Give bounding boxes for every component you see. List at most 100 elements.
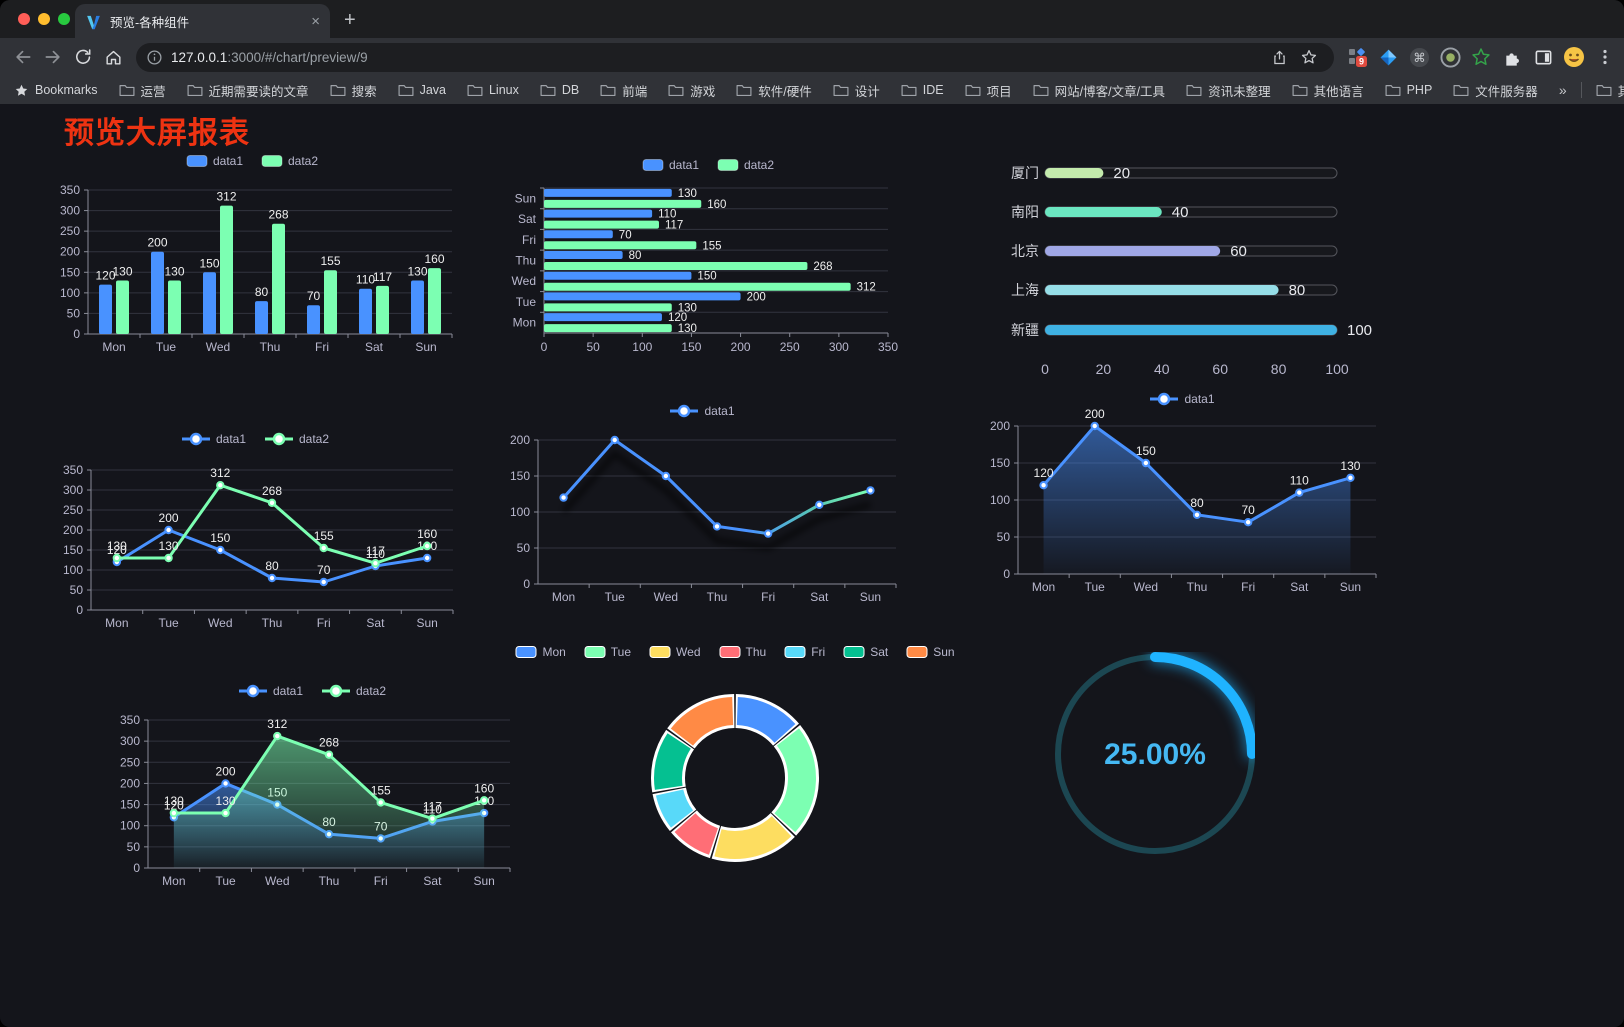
legend-item[interactable]: Sun: [906, 645, 955, 659]
legend-item[interactable]: data2: [321, 684, 386, 698]
legend-item[interactable]: Tue: [584, 645, 631, 659]
other-bookmarks-folder[interactable]: 其他书签: [1596, 81, 1624, 100]
chart-canvas[interactable]: [181, 432, 211, 446]
bookmark-folder[interactable]: 搜索: [330, 81, 377, 100]
browser-tab[interactable]: 预览-各种组件 ×: [75, 4, 330, 38]
bookmark-folder[interactable]: DB: [540, 81, 579, 100]
chart-canvas[interactable]: [669, 404, 699, 418]
legend-item[interactable]: data1: [669, 404, 735, 418]
close-window-button[interactable]: [18, 13, 30, 25]
svg-text:80: 80: [1190, 496, 1204, 510]
bookmark-folder[interactable]: 其他语言: [1292, 81, 1364, 100]
address-bar[interactable]: 127.0.0.1:3000/#/chart/preview/9: [136, 42, 1334, 72]
chart-area-line[interactable]: data1 0 50 100 150 200 Mon Tue Wed Thu Fri Sat Sun 12…: [972, 390, 1392, 602]
extension-diamond-icon[interactable]: [1377, 46, 1399, 68]
new-tab-button[interactable]: +: [344, 9, 356, 31]
chart-canvas[interactable]: [238, 684, 268, 698]
legend-item[interactable]: data1: [1149, 392, 1215, 406]
legend-item[interactable]: data2: [261, 154, 318, 168]
legend-swatch-icon: [719, 646, 740, 658]
legend-item[interactable]: data2: [717, 158, 774, 172]
legend-item[interactable]: data2: [264, 432, 329, 446]
extension-record-icon[interactable]: [1439, 46, 1461, 68]
chart-canvas[interactable]: [642, 158, 664, 172]
star-filled-icon: [15, 84, 28, 96]
chart-canvas[interactable]: [515, 645, 537, 659]
legend-item[interactable]: Sat: [843, 645, 888, 659]
chart-canvas[interactable]: 厦门 20 南阳 40 北京 60 上海 80 新疆 100 0 20 40 60 80 100: [995, 152, 1395, 392]
url-text[interactable]: 127.0.0.1:3000/#/chart/preview/9: [171, 50, 1264, 65]
bookmark-folder[interactable]: 网站/博客/文章/工具: [1033, 81, 1165, 100]
svg-text:268: 268: [262, 484, 282, 498]
zoom-window-button[interactable]: [58, 13, 70, 25]
bookmark-folder[interactable]: 游戏: [668, 81, 715, 100]
chart-legend[interactable]: Mon Tue Wed Thu Fri Sat Sun: [515, 645, 955, 659]
share-button[interactable]: [1264, 42, 1294, 72]
minimize-window-button[interactable]: [38, 13, 50, 25]
forward-button[interactable]: [38, 42, 68, 72]
bookmark-folder[interactable]: 近期需要读的文章: [187, 81, 309, 100]
legend-item[interactable]: Fri: [784, 645, 825, 659]
svg-text:350: 350: [878, 340, 898, 354]
extension-grid-icon[interactable]: 9: [1346, 46, 1368, 68]
bookmark-star-button[interactable]: [1294, 42, 1324, 72]
chart-two-line[interactable]: data1 data2 0 50 100 150 200 250 300 350 Mon Tue Wed…: [45, 426, 465, 638]
chart-legend[interactable]: data1 data2: [102, 684, 522, 698]
chart-legend[interactable]: data1 data2: [45, 432, 465, 446]
bookmark-folder[interactable]: 文件服务器: [1453, 81, 1538, 100]
bookmark-folder[interactable]: 运营: [119, 81, 166, 100]
legend-item[interactable]: Thu: [719, 645, 767, 659]
bookmark-folder[interactable]: IDE: [901, 81, 944, 100]
chart-legend[interactable]: data1: [972, 392, 1392, 406]
legend-item[interactable]: Mon: [515, 645, 566, 659]
chart-canvas[interactable]: 25.00%: [1055, 652, 1255, 857]
bookmark-folder[interactable]: 项目: [965, 81, 1012, 100]
bookmarks-overflow-button[interactable]: »: [1558, 82, 1567, 98]
legend-item[interactable]: data1: [181, 432, 246, 446]
extension-puzzle-icon[interactable]: [1501, 46, 1523, 68]
legend-item[interactable]: data1: [186, 154, 243, 168]
svg-text:Sat: Sat: [365, 340, 384, 354]
svg-text:上海: 上海: [1011, 282, 1039, 298]
chart-legend[interactable]: data1 data2: [42, 154, 462, 168]
bookmark-folder[interactable]: Linux: [467, 81, 519, 100]
reload-button[interactable]: [68, 42, 98, 72]
bookmark-folder[interactable]: 软件/硬件: [736, 81, 812, 100]
site-info-icon[interactable]: [146, 49, 163, 66]
legend-label: Thu: [745, 645, 767, 659]
bookmark-folder[interactable]: PHP: [1385, 81, 1432, 100]
browser-menu-button[interactable]: [1594, 46, 1616, 68]
chart-donut[interactable]: Mon Tue Wed Thu Fri Sat Sun: [515, 638, 955, 903]
folder-icon: [965, 85, 981, 97]
chart-grouped-bar[interactable]: data1 data2 0 50 100 150 200 250 300 350 Mon Tue Wed…: [42, 148, 462, 360]
tab-title: 预览-各种组件: [110, 15, 190, 30]
svg-text:60: 60: [1212, 361, 1228, 377]
legend-item[interactable]: data1: [642, 158, 699, 172]
home-button[interactable]: [98, 42, 128, 72]
svg-text:150: 150: [681, 340, 701, 354]
bookmark-folder[interactable]: 前端: [600, 81, 647, 100]
extension-green-star-icon[interactable]: [1470, 46, 1492, 68]
chart-horizontal-bar[interactable]: data1 data2 0 50 100 150 200 250 300 350 Sun 130 160…: [498, 150, 918, 365]
chart-legend[interactable]: data1 data2: [498, 158, 918, 172]
chart-two-area-line[interactable]: data1 data2 0 50 100 150 200 250 300 350 Mon Tue Wed…: [102, 676, 522, 898]
back-button[interactable]: [8, 42, 38, 72]
tab-close-icon[interactable]: ×: [311, 12, 320, 30]
legend-item[interactable]: data1: [238, 684, 303, 698]
chart-gauge[interactable]: 25.00%: [1055, 652, 1255, 857]
folder-icon: [1453, 85, 1469, 97]
chart-gradient-line[interactable]: data1 0 50 100 150 200 Mon Tue Wed Thu Fri Sat Sun: [492, 400, 912, 612]
side-panel-icon[interactable]: [1532, 46, 1554, 68]
chart-legend[interactable]: data1: [492, 404, 912, 418]
profile-avatar[interactable]: [1563, 46, 1585, 68]
bookmark-folder[interactable]: Java: [398, 81, 446, 100]
legend-item[interactable]: Wed: [649, 645, 701, 659]
chart-canvas[interactable]: [1149, 392, 1179, 406]
folder-icon: [540, 85, 556, 97]
chart-canvas[interactable]: [186, 154, 208, 168]
bookmark-folder[interactable]: 设计: [833, 81, 880, 100]
chart-city-progress[interactable]: 厦门 20 南阳 40 北京 60 上海 80 新疆 100 0 20 40 60 80 100: [995, 152, 1395, 392]
bookmark-folder[interactable]: 资讯未整理: [1186, 81, 1271, 100]
extension-command-icon[interactable]: ⌘: [1408, 46, 1430, 68]
bookmarks-manager[interactable]: Bookmarks: [14, 83, 98, 98]
